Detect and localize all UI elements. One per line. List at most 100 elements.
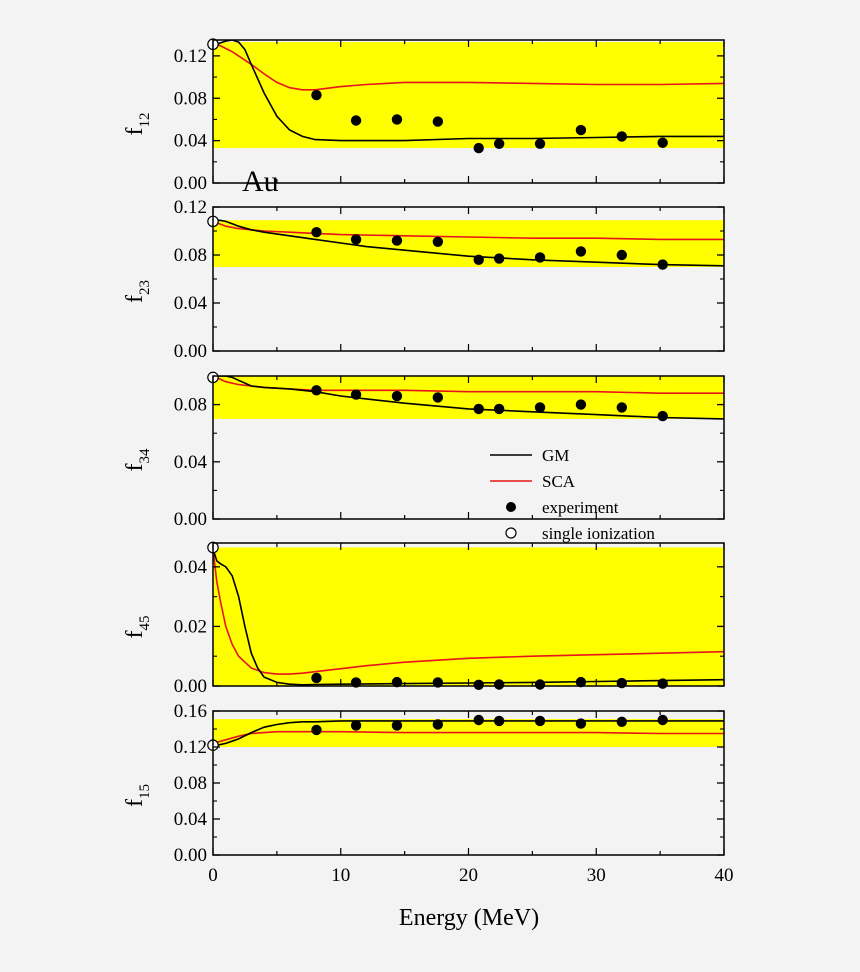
band-region bbox=[213, 42, 724, 149]
experiment-point bbox=[350, 720, 362, 731]
y-tick-label: 0.12 bbox=[174, 197, 207, 218]
y-axis-label: f45 bbox=[122, 616, 153, 639]
experiment-point bbox=[350, 115, 362, 126]
x-tick-label: 40 bbox=[715, 865, 734, 886]
x-tick-label: 20 bbox=[459, 865, 478, 886]
experiment-point bbox=[432, 719, 444, 730]
experiment-point bbox=[657, 137, 668, 148]
experiment-point bbox=[575, 399, 587, 410]
element-annotation: Au bbox=[242, 165, 279, 198]
experiment-point bbox=[473, 714, 484, 726]
experiment-point bbox=[350, 389, 362, 400]
experiment-point bbox=[534, 138, 546, 150]
experiment-point bbox=[311, 227, 322, 238]
experiment-point bbox=[432, 677, 444, 688]
y-tick-label: 0.04 bbox=[174, 131, 208, 152]
experiment-point bbox=[311, 672, 322, 684]
y-tick-label: 0.08 bbox=[174, 395, 207, 416]
y-tick-label: 0.04 bbox=[174, 293, 208, 314]
experiment-point bbox=[657, 259, 668, 270]
experiment-point bbox=[391, 235, 403, 246]
y-tick-label: 0.00 bbox=[174, 845, 207, 866]
legend-marker-experiment bbox=[506, 502, 516, 512]
experiment-point bbox=[657, 410, 668, 422]
y-tick-label: 0.04 bbox=[174, 557, 208, 578]
experiment-point bbox=[350, 234, 362, 245]
experiment-point bbox=[391, 114, 403, 125]
experiment-point bbox=[575, 124, 587, 136]
y-axis-label: f23 bbox=[122, 280, 153, 303]
experiment-point bbox=[493, 679, 505, 690]
legend-marker-single-ionization bbox=[505, 527, 517, 539]
experiment-point bbox=[493, 253, 505, 264]
y-tick-label: 0.08 bbox=[174, 773, 207, 794]
experiment-point bbox=[473, 403, 484, 415]
experiment-point bbox=[534, 252, 546, 263]
y-tick-label: 0.02 bbox=[174, 616, 207, 637]
band-region bbox=[213, 376, 724, 419]
y-axis-label: f34 bbox=[122, 448, 153, 472]
gm-curve bbox=[213, 720, 724, 747]
y-tick-label: 0.12 bbox=[174, 737, 207, 758]
band-region bbox=[213, 220, 724, 267]
x-axis-label: Energy (MeV) bbox=[399, 905, 539, 931]
y-tick-label: 0.16 bbox=[174, 701, 207, 722]
experiment-point bbox=[616, 131, 627, 142]
experiment-point bbox=[473, 254, 484, 265]
experiment-point bbox=[432, 236, 444, 247]
band-region bbox=[213, 547, 724, 686]
experiment-point bbox=[311, 385, 322, 396]
experiment-point bbox=[493, 138, 505, 150]
panel-f12: 0.00 0.04 0.08 0.12 f12 bbox=[122, 38, 725, 194]
y-tick-label: 0.00 bbox=[174, 676, 207, 697]
legend-label: GM bbox=[542, 446, 569, 465]
experiment-point bbox=[616, 402, 627, 413]
experiment-point bbox=[350, 677, 362, 688]
experiment-point bbox=[432, 116, 444, 127]
experiment-point bbox=[575, 718, 587, 729]
legend-label: single ionization bbox=[542, 524, 655, 543]
experiment-point bbox=[473, 679, 484, 691]
y-axis-label: f15 bbox=[122, 784, 153, 807]
panel-f45: 0.00 0.02 0.04 f45 bbox=[122, 541, 725, 697]
sca-curve bbox=[213, 548, 724, 675]
experiment-point bbox=[473, 142, 484, 154]
x-tick-label: 30 bbox=[587, 865, 606, 886]
experiment-point bbox=[432, 392, 444, 403]
experiment-point bbox=[391, 676, 403, 688]
experiment-point bbox=[575, 246, 587, 257]
experiment-point bbox=[534, 679, 546, 690]
legend-label: SCA bbox=[542, 472, 576, 491]
experiment-point bbox=[391, 390, 403, 402]
legend: GM SCA experiment single ionization bbox=[490, 446, 655, 543]
gm-curve bbox=[213, 219, 724, 267]
experiment-point bbox=[311, 89, 322, 101]
experiment-point bbox=[391, 720, 403, 731]
y-tick-label: 0.04 bbox=[174, 452, 208, 473]
panel-f15: 0.00 0.04 0.08 0.12 0.16 f15 bbox=[122, 701, 725, 866]
y-tick-label: 0.04 bbox=[174, 809, 208, 830]
sca-curve bbox=[213, 44, 724, 91]
y-tick-label: 0.00 bbox=[174, 173, 207, 194]
panel-f34: 0.00 0.04 0.08 f34 bbox=[122, 371, 725, 530]
y-tick-label: 0.08 bbox=[174, 245, 207, 266]
experiment-point bbox=[657, 678, 668, 689]
y-tick-label: 0.08 bbox=[174, 88, 207, 109]
experiment-point bbox=[311, 724, 322, 736]
y-tick-label: 0.12 bbox=[174, 46, 207, 67]
legend-label: experiment bbox=[542, 498, 619, 517]
experiment-point bbox=[616, 249, 627, 261]
experiment-point bbox=[534, 715, 546, 727]
experiment-point bbox=[575, 676, 587, 688]
y-tick-label: 0.00 bbox=[174, 341, 207, 362]
experiment-point bbox=[493, 403, 505, 415]
panel-f23: 0.00 0.04 0.08 0.12 f23 bbox=[122, 197, 725, 362]
y-tick-label: 0.00 bbox=[174, 509, 207, 530]
sca-curve bbox=[213, 730, 724, 745]
x-tick-label: 10 bbox=[331, 865, 350, 886]
experiment-point bbox=[534, 402, 546, 413]
x-tick-label: 0 bbox=[208, 865, 218, 886]
y-axis-label: f12 bbox=[122, 113, 153, 136]
experiment-point bbox=[657, 714, 668, 726]
